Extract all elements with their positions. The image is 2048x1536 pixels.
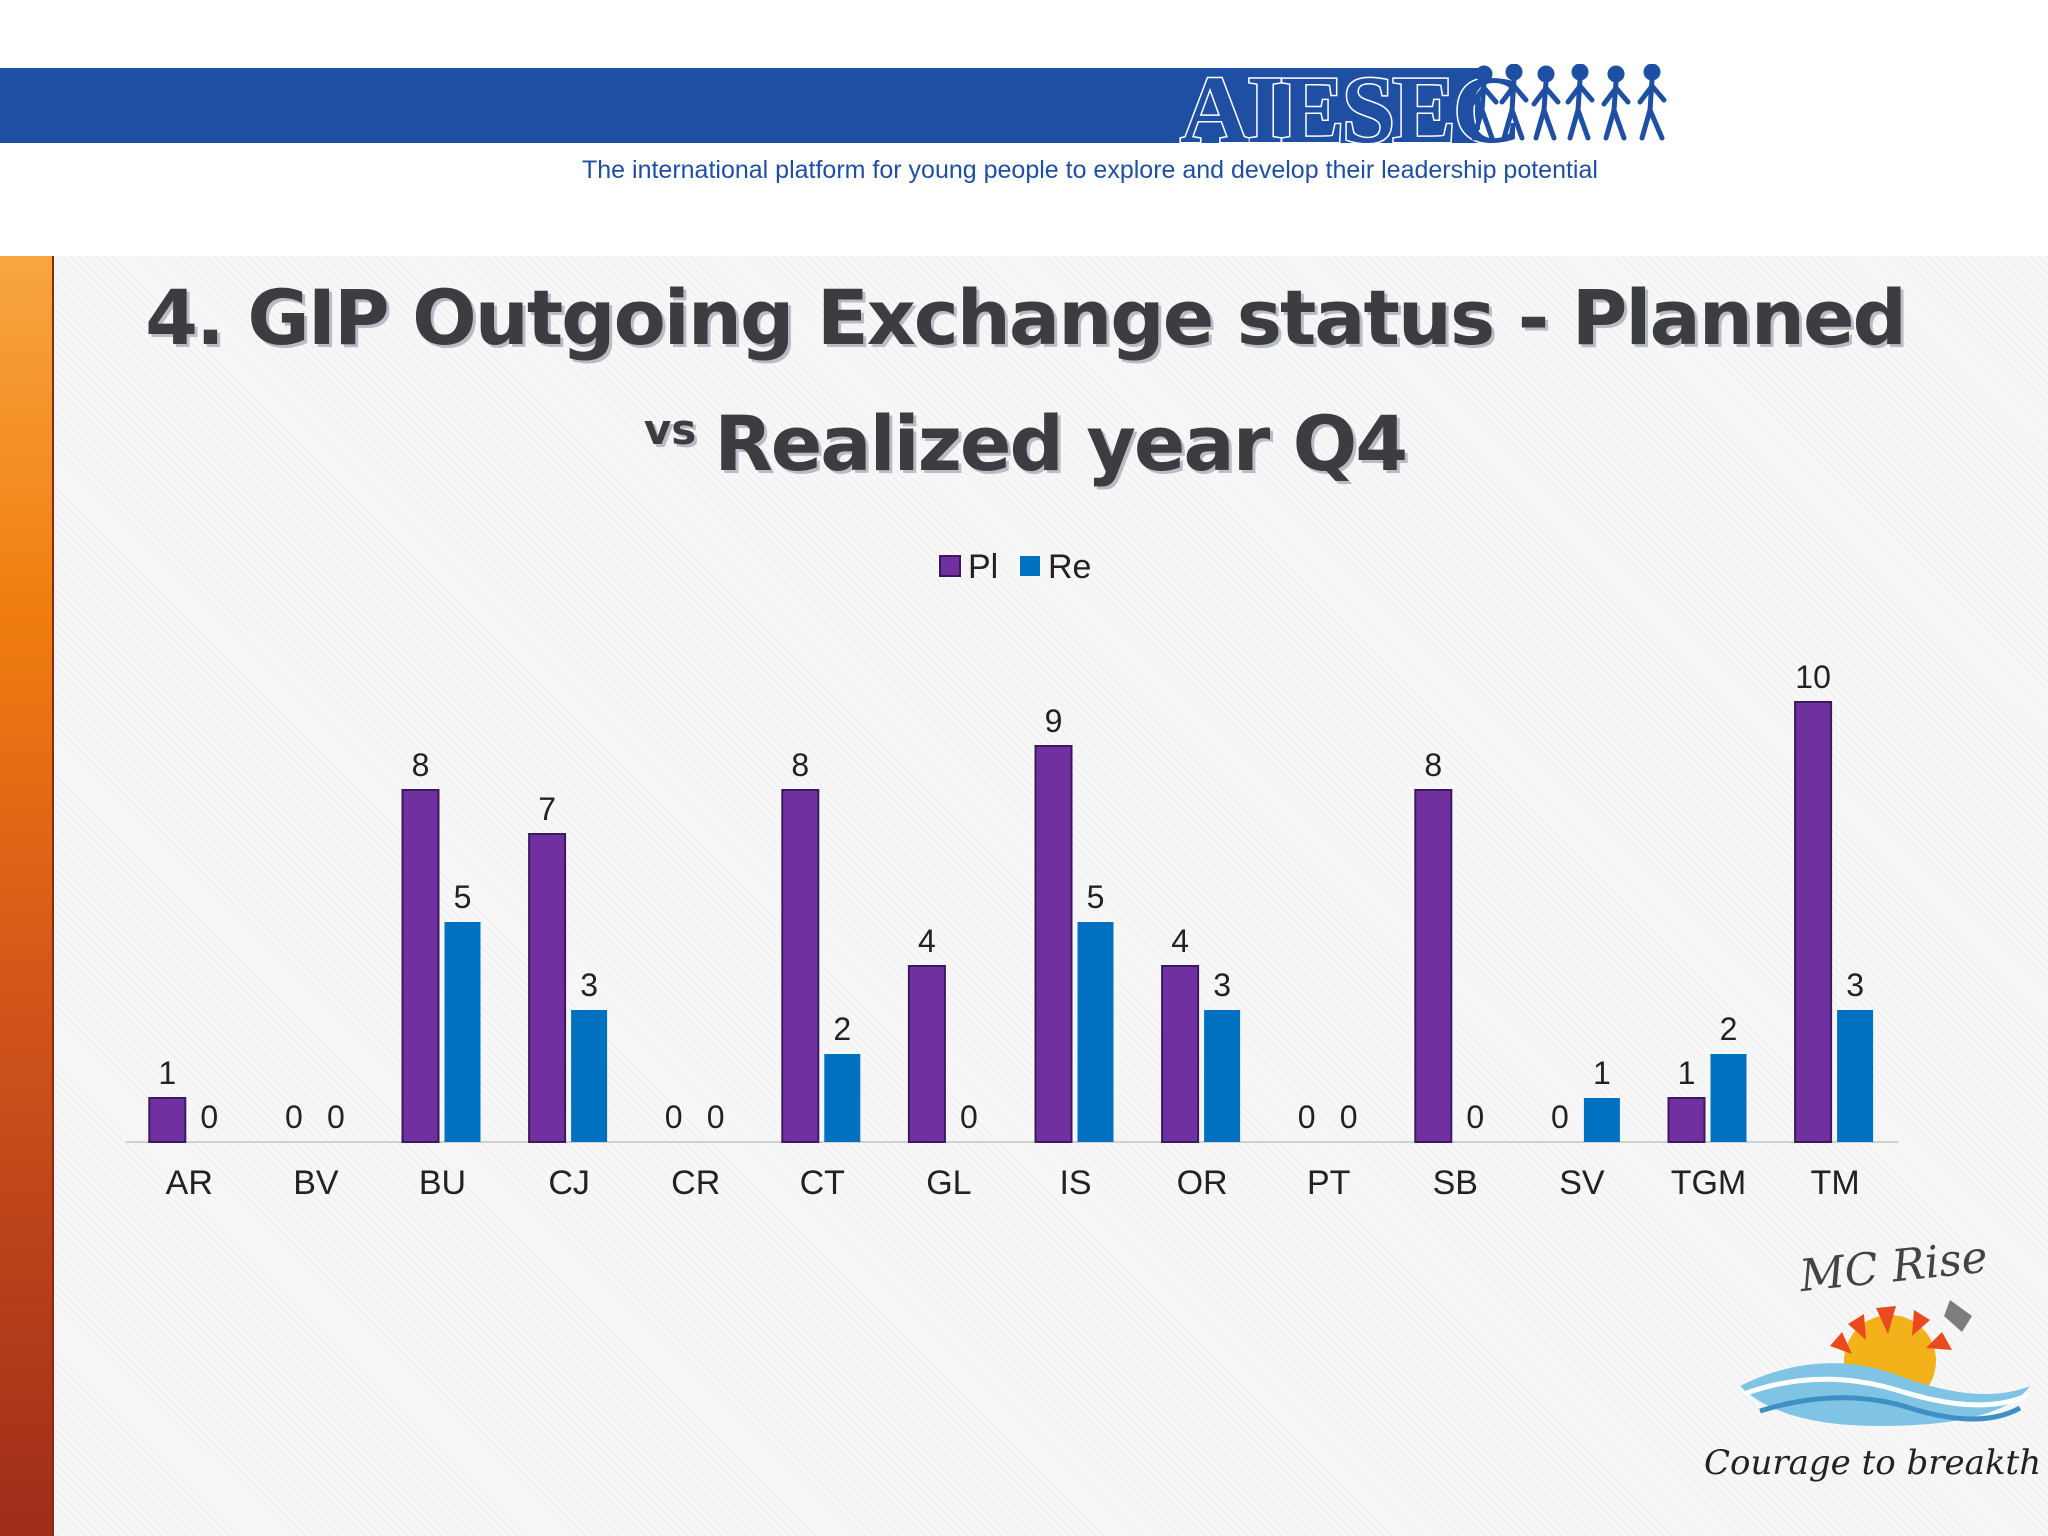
bar-pl: [907, 965, 946, 1143]
data-label: 5: [1087, 879, 1105, 915]
x-tick-label: BV: [293, 1164, 339, 1202]
data-label: 7: [538, 791, 556, 827]
data-label: 1: [158, 1055, 176, 1091]
x-tick-label: IS: [1059, 1164, 1091, 1202]
data-label: 0: [1340, 1099, 1358, 1135]
data-label: 4: [918, 923, 936, 959]
slide-title: 4. GIP Outgoing Exchange status - Planne…: [110, 262, 1940, 500]
data-label: 3: [1846, 967, 1864, 1003]
legend-swatch-re: [1020, 556, 1040, 576]
x-tick-label: CT: [800, 1164, 845, 1202]
data-label: 0: [1298, 1099, 1316, 1135]
data-label: 0: [707, 1099, 725, 1135]
x-tick-label: TGM: [1671, 1164, 1747, 1202]
bar-pl: [1034, 745, 1073, 1143]
data-label: 1: [1678, 1055, 1696, 1091]
bar-pl: [1667, 1097, 1706, 1143]
data-label: 1: [1593, 1055, 1611, 1091]
data-label: 0: [285, 1099, 303, 1135]
data-label: 8: [791, 747, 809, 783]
title-vs: vs: [643, 405, 697, 454]
data-label: 3: [1213, 967, 1231, 1003]
x-tick-label: BU: [419, 1164, 466, 1202]
data-label: 0: [1466, 1099, 1484, 1135]
x-tick-label: CJ: [548, 1164, 590, 1202]
x-tick-label: AR: [166, 1164, 213, 1202]
bar-re: [1837, 1010, 1874, 1142]
data-label: 8: [412, 747, 430, 783]
data-label: 5: [454, 879, 472, 915]
bar-re: [571, 1010, 608, 1142]
data-label: 0: [1551, 1099, 1569, 1135]
bar-pl: [781, 789, 820, 1143]
mc-rise-logo: MC Rise Courage to breakthrough: [1704, 1236, 2040, 1483]
x-tick-label: SV: [1559, 1164, 1605, 1202]
header-band: [0, 68, 1480, 143]
bar-re: [824, 1054, 861, 1142]
title-line-2-text: Realized year Q4: [714, 399, 1408, 488]
data-label: 0: [665, 1099, 683, 1135]
x-tick-label: OR: [1177, 1164, 1228, 1202]
data-label: 0: [960, 1099, 978, 1135]
x-tick-label: PT: [1307, 1164, 1350, 1202]
data-label: 9: [1045, 703, 1063, 739]
bar-re: [1710, 1054, 1747, 1142]
data-label: 4: [1171, 923, 1189, 959]
data-label: 3: [580, 967, 598, 1003]
data-label: 2: [833, 1011, 851, 1047]
bar-pl: [528, 833, 567, 1143]
left-accent-bar: [0, 256, 54, 1536]
legend-swatch-pl: [939, 555, 961, 577]
x-tick-label: TM: [1811, 1164, 1860, 1202]
bar-re: [444, 922, 481, 1142]
data-label: 10: [1795, 659, 1831, 695]
data-label: 0: [200, 1099, 218, 1135]
bar-pl: [1161, 965, 1200, 1143]
header-tagline: The international platform for young peo…: [582, 156, 1598, 184]
bar-pl: [1794, 701, 1833, 1143]
data-label: 0: [327, 1099, 345, 1135]
svg-text:MC Rise: MC Rise: [1796, 1236, 1990, 1302]
bar-re: [1204, 1010, 1241, 1142]
bar-pl: [401, 789, 440, 1143]
content-area: [0, 256, 2048, 1536]
bar-pl: [148, 1097, 187, 1143]
legend-label-re: Re: [1048, 548, 1091, 586]
legend-label-pl: Pl: [968, 548, 998, 586]
title-line-1: 4. GIP Outgoing Exchange status - Planne…: [145, 273, 1907, 362]
bar-re: [1583, 1098, 1620, 1142]
x-tick-label: SB: [1433, 1164, 1478, 1202]
bar-re: [1077, 922, 1114, 1142]
aiesec-logo: AIESEC: [1178, 56, 1523, 163]
title-line-2: vs Realized year Q4: [110, 374, 1940, 500]
data-label: 8: [1424, 747, 1442, 783]
mc-rise-slogan: Courage to breakthrough: [1704, 1443, 2040, 1483]
x-tick-label: CR: [671, 1164, 720, 1202]
bar-pl: [1414, 789, 1453, 1143]
x-tick-label: GL: [926, 1164, 971, 1202]
walking-people-icon: [1470, 64, 1667, 141]
data-label: 2: [1720, 1011, 1738, 1047]
